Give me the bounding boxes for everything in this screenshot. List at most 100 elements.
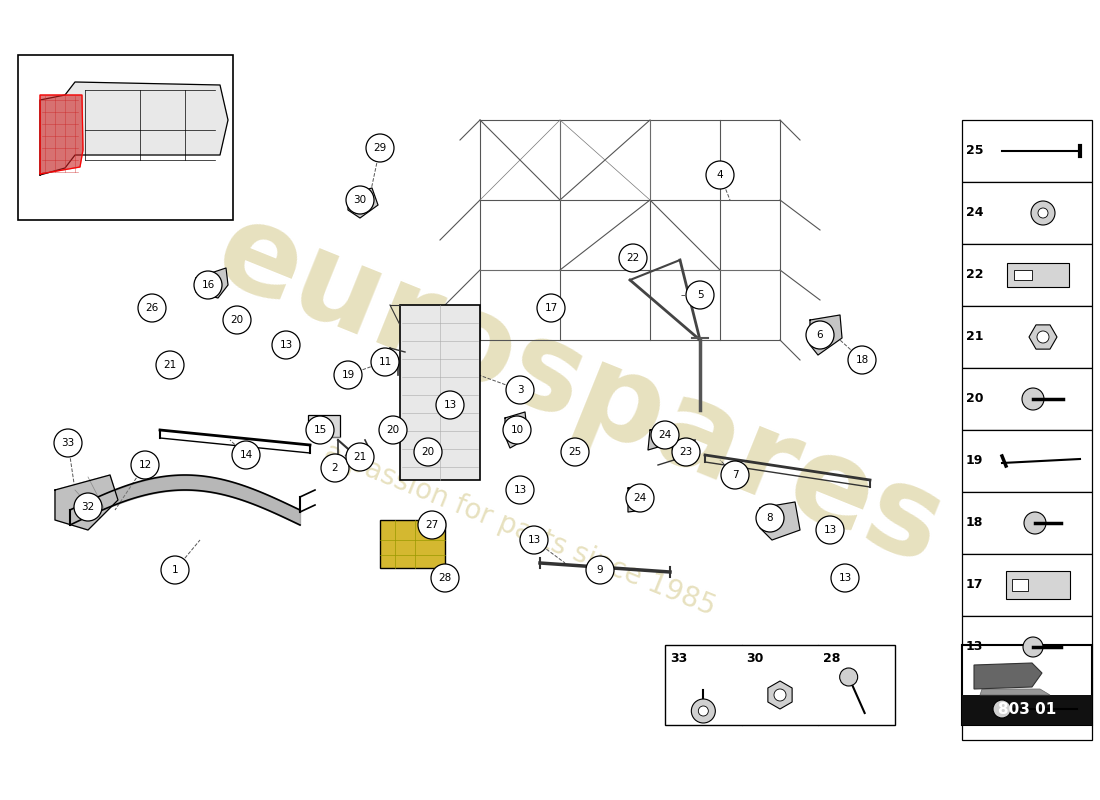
Circle shape <box>520 526 548 554</box>
Text: 20: 20 <box>230 315 243 325</box>
Text: 7: 7 <box>732 470 738 480</box>
Text: 17: 17 <box>966 578 983 591</box>
Bar <box>962 306 1092 368</box>
Text: 3: 3 <box>517 385 524 395</box>
Bar <box>666 645 895 725</box>
Circle shape <box>1031 201 1055 225</box>
Bar <box>1006 263 1069 287</box>
Text: 30: 30 <box>747 653 764 666</box>
Text: 28: 28 <box>823 653 840 666</box>
Bar <box>962 492 1092 554</box>
Text: 13: 13 <box>824 525 837 535</box>
Circle shape <box>506 376 534 404</box>
Text: 22: 22 <box>966 269 983 282</box>
Bar <box>962 678 1092 740</box>
Polygon shape <box>55 475 118 530</box>
Circle shape <box>334 361 362 389</box>
Text: 13: 13 <box>838 573 851 583</box>
Circle shape <box>156 351 184 379</box>
Text: 18: 18 <box>966 517 983 530</box>
Text: 18: 18 <box>856 355 869 365</box>
Text: 21: 21 <box>966 330 983 343</box>
Circle shape <box>806 321 834 349</box>
Text: 21: 21 <box>164 360 177 370</box>
Circle shape <box>830 564 859 592</box>
Text: 25: 25 <box>569 447 582 457</box>
Circle shape <box>1023 637 1043 657</box>
Text: 24: 24 <box>634 493 647 503</box>
Text: 20: 20 <box>386 425 399 435</box>
Circle shape <box>506 476 534 504</box>
Text: 29: 29 <box>373 143 386 153</box>
Circle shape <box>272 331 300 359</box>
Circle shape <box>321 454 349 482</box>
Circle shape <box>371 348 399 376</box>
Circle shape <box>346 186 374 214</box>
Circle shape <box>194 271 222 299</box>
Circle shape <box>698 706 708 716</box>
Circle shape <box>306 416 334 444</box>
Circle shape <box>586 556 614 584</box>
Circle shape <box>161 556 189 584</box>
Bar <box>400 305 480 480</box>
Circle shape <box>232 441 260 469</box>
Text: 25: 25 <box>966 145 983 158</box>
Bar <box>962 182 1092 244</box>
Text: 8: 8 <box>767 513 773 523</box>
Circle shape <box>839 668 858 686</box>
Polygon shape <box>505 412 528 448</box>
Text: 15: 15 <box>314 425 327 435</box>
Circle shape <box>431 564 459 592</box>
Circle shape <box>626 484 654 512</box>
Text: 5: 5 <box>696 290 703 300</box>
Circle shape <box>74 493 102 521</box>
Bar <box>1014 270 1032 280</box>
Circle shape <box>651 421 679 449</box>
Circle shape <box>1024 512 1046 534</box>
Circle shape <box>619 244 647 272</box>
Circle shape <box>756 504 784 532</box>
Circle shape <box>131 451 160 479</box>
Polygon shape <box>980 689 1050 695</box>
Polygon shape <box>628 485 645 512</box>
Text: 33: 33 <box>670 653 688 666</box>
Circle shape <box>418 511 446 539</box>
Bar <box>962 616 1092 678</box>
Text: 20: 20 <box>421 447 434 457</box>
Circle shape <box>993 700 1011 718</box>
Circle shape <box>366 134 394 162</box>
Polygon shape <box>196 268 228 298</box>
Polygon shape <box>348 188 378 218</box>
Circle shape <box>346 443 374 471</box>
Circle shape <box>774 689 786 701</box>
Text: 1: 1 <box>172 565 178 575</box>
Text: 11: 11 <box>378 357 392 367</box>
Circle shape <box>1038 208 1048 218</box>
Circle shape <box>54 429 82 457</box>
Text: 13: 13 <box>279 340 293 350</box>
Polygon shape <box>40 82 228 175</box>
Text: 17: 17 <box>544 303 558 313</box>
Polygon shape <box>760 502 800 540</box>
Text: 13: 13 <box>527 535 540 545</box>
Bar <box>962 554 1092 616</box>
Circle shape <box>686 281 714 309</box>
Circle shape <box>691 699 715 723</box>
Circle shape <box>1037 331 1049 343</box>
Bar <box>18 55 233 220</box>
Text: 32: 32 <box>81 502 95 512</box>
Bar <box>140 302 158 315</box>
Bar <box>962 120 1092 182</box>
Bar <box>1006 571 1070 599</box>
Polygon shape <box>974 663 1042 689</box>
Circle shape <box>503 416 531 444</box>
Text: 24: 24 <box>966 206 983 219</box>
Circle shape <box>816 516 844 544</box>
Text: 30: 30 <box>353 195 366 205</box>
Text: 28: 28 <box>439 573 452 583</box>
Text: 12: 12 <box>139 460 152 470</box>
Polygon shape <box>40 95 82 174</box>
Polygon shape <box>810 315 842 355</box>
Circle shape <box>379 416 407 444</box>
Circle shape <box>720 461 749 489</box>
